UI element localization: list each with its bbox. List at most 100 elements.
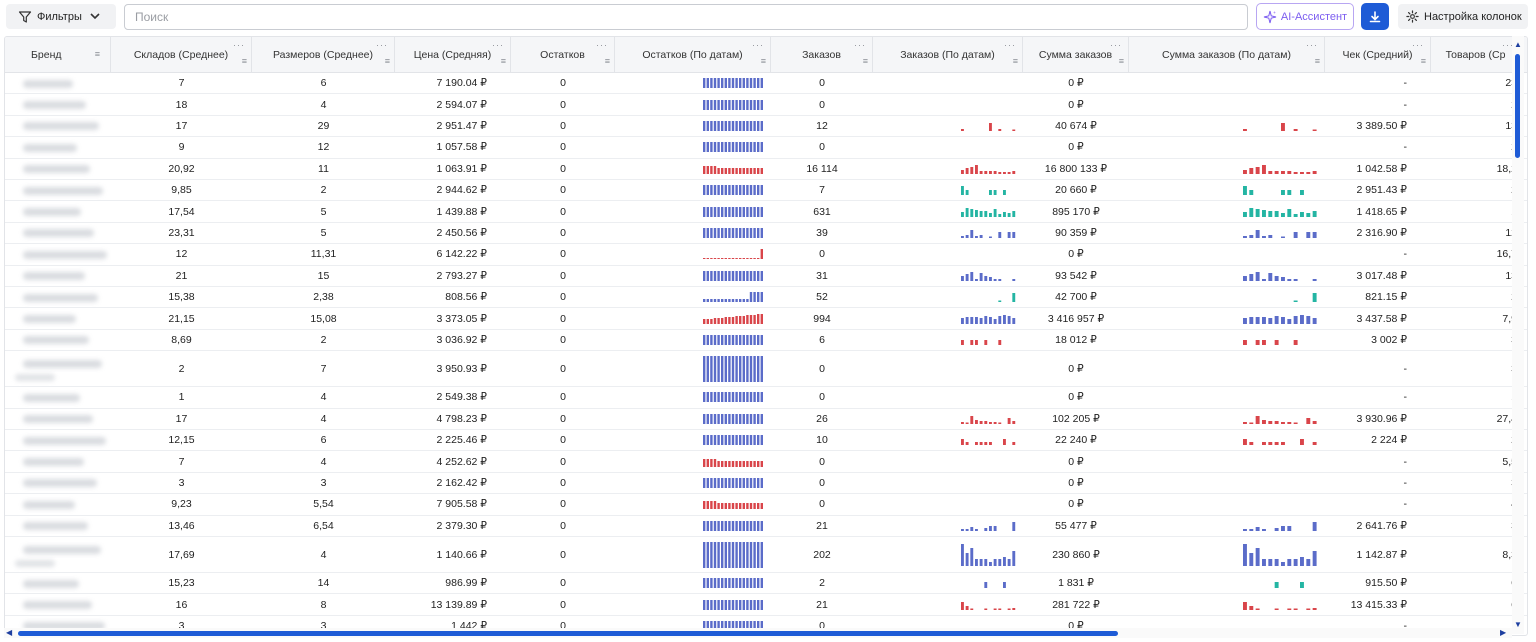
stock-spark-bar (724, 99, 727, 110)
orders-spark-bar (1007, 315, 1011, 324)
table-row[interactable]: 16 8 13 139.89 ₽ 0 21 281 722 ₽ 13 415.33 ₽ 6 (5, 594, 1527, 616)
table-row[interactable]: 18 4 2 594.07 ₽ 0 0 0 ₽ - 2 (5, 94, 1527, 116)
table-row[interactable]: 2 7 3 950.93 ₽ 0 0 0 ₽ - 3 (5, 351, 1527, 388)
stock-spark-bar (753, 270, 756, 281)
column-header-brand[interactable]: Бренд ≡ (5, 37, 111, 73)
column-menu-icon[interactable]: ≡ (1420, 56, 1426, 66)
column-header-orders[interactable]: Заказов ··· ≡ (771, 37, 873, 73)
stock-spark-bar (735, 413, 738, 424)
column-options-icon[interactable]: ··· (376, 40, 388, 50)
table-row[interactable]: 17 4 4 798.23 ₽ 0 26 102 205 ₽ 3 930.96 ₽ 27,4 (5, 409, 1527, 430)
table-row[interactable]: 1 4 2 549.38 ₽ 0 0 0 ₽ - 1 (5, 387, 1527, 409)
column-header-check[interactable]: Чек (Средний) ··· ≡ (1325, 37, 1431, 73)
orders-sum-sparkline (1243, 521, 1317, 531)
table-row[interactable]: 12,15 6 2 225.46 ₽ 0 10 22 240 ₽ 2 224 ₽ 2 (5, 430, 1527, 452)
column-options-icon[interactable]: ··· (1412, 40, 1424, 50)
scroll-up-icon[interactable]: ▲ (1514, 40, 1522, 49)
column-header-warehouses[interactable]: Складов (Среднее) ··· ≡ (111, 37, 252, 73)
column-header-orders_sum_dates[interactable]: Сумма заказов (По датам) ··· ≡ (1129, 37, 1325, 73)
table-row[interactable]: 7 4 4 252.62 ₽ 0 0 0 ₽ - 5,5 (5, 451, 1527, 473)
table-row[interactable]: 17 29 2 951.47 ₽ 0 12 40 674 ₽ 3 389.50 ₽ 13 (5, 116, 1527, 138)
table-row[interactable]: 9 12 1 057.58 ₽ 0 0 0 ₽ - 2 (5, 137, 1527, 159)
column-menu-icon[interactable]: ≡ (604, 56, 610, 66)
table-row[interactable]: 23,31 5 2 450.56 ₽ 0 39 90 359 ₽ 2 316.90 ₽ 12 (5, 223, 1527, 245)
column-menu-icon[interactable]: ≡ (1118, 56, 1124, 66)
column-options-icon[interactable]: ··· (233, 40, 245, 50)
stock-spark-bar (713, 620, 717, 631)
cell-orders-sum-dates (1129, 351, 1325, 386)
column-options-icon[interactable]: ··· (1004, 40, 1016, 50)
table-row[interactable]: 17,69 4 1 140.66 ₽ 0 202 230 860 ₽ 1 142.87 ₽ 8… (5, 537, 1527, 573)
cell-stock: 0 (560, 362, 566, 375)
column-menu-icon[interactable]: ≡ (1012, 56, 1018, 66)
column-menu-icon[interactable]: ≡ (760, 56, 766, 66)
table-row[interactable]: 9,85 2 2 944.62 ₽ 0 7 20 660 ₽ 2 951.43 ₽ 2 (5, 180, 1527, 202)
table-row[interactable]: 13,46 6,54 2 379.30 ₽ 0 21 55 477 ₽ 2 641.76 ₽… (5, 516, 1527, 537)
column-options-icon[interactable]: ··· (1110, 40, 1122, 50)
stock-spark-bar (757, 620, 760, 631)
vertical-scroll-thumb[interactable] (1515, 54, 1520, 158)
column-header-goods[interactable]: Товаров (Ср ··· (1431, 37, 1521, 73)
toolbar: Фильтры AI-Ассистент Настройка колонок (0, 0, 1536, 36)
table-row[interactable]: 9,23 5,54 7 905.58 ₽ 0 0 0 ₽ - 4 (5, 494, 1527, 516)
search-input[interactable] (124, 4, 1248, 30)
column-header-orders_dates[interactable]: Заказов (По датам) ··· ≡ (873, 37, 1023, 73)
column-header-sizes[interactable]: Размеров (Среднее) ··· ≡ (252, 37, 395, 73)
column-menu-icon[interactable]: ≡ (241, 56, 247, 66)
stock-spark-bar (717, 258, 720, 260)
orders-spark-bar (970, 208, 974, 217)
cell-price: 1 439.88 ₽ (436, 205, 487, 218)
table-row[interactable]: 3 3 2 162.42 ₽ 0 0 0 ₽ - 3 (5, 473, 1527, 495)
cell-price: 2 450.56 ₽ (436, 226, 487, 239)
column-options-icon[interactable]: ··· (752, 40, 764, 50)
orders-spark-bar (984, 527, 988, 531)
column-options-icon[interactable]: ··· (492, 40, 504, 50)
table-row[interactable]: 21 15 2 793.27 ₽ 0 31 93 542 ₽ 3 017.48 ₽ 13 (5, 266, 1527, 287)
column-menu-icon[interactable]: ≡ (500, 56, 506, 66)
column-menu-icon[interactable]: ≡ (1314, 56, 1320, 66)
stock-spark-bar (710, 142, 713, 153)
cell-price: 1 057.58 ₽ (436, 141, 487, 154)
column-header-orders_sum[interactable]: Сумма заказов ··· ≡ (1023, 37, 1129, 73)
column-menu-icon[interactable]: ≡ (94, 49, 100, 59)
stock-spark-bar (735, 620, 738, 631)
stock-spark-bar (739, 142, 742, 153)
table-row[interactable]: 21,15 15,08 3 373.05 ₽ 0 994 3 416 957 ₽ 3 437… (5, 308, 1527, 330)
column-options-icon[interactable]: ··· (596, 40, 608, 50)
table-row[interactable]: 15,38 2,38 808.56 ₽ 0 52 42 700 ₽ 821.15 ₽ 2 (5, 287, 1527, 309)
horizontal-scrollbar[interactable]: ◀ ▶ (4, 628, 1512, 638)
table-row[interactable]: 17,54 5 1 439.88 ₽ 0 631 895 170 ₽ 1 418.65 ₽ 1 (5, 201, 1527, 223)
table-row[interactable]: 8,69 2 3 036.92 ₽ 0 6 18 012 ₽ 3 002 ₽ 3 (5, 330, 1527, 352)
scroll-down-icon[interactable]: ▼ (1514, 620, 1522, 629)
column-menu-icon[interactable]: ≡ (384, 56, 390, 66)
column-header-price[interactable]: Цена (Средняя) ··· ≡ (395, 37, 511, 73)
filters-button[interactable]: Фильтры (6, 4, 116, 29)
column-header-stock[interactable]: Остатков ··· ≡ (511, 37, 615, 73)
download-button[interactable] (1361, 3, 1389, 30)
column-header-label: Заказов (По датам) (900, 49, 995, 61)
brand-name-redacted (15, 560, 55, 567)
column-settings-button[interactable]: Настройка колонок (1398, 4, 1528, 29)
scroll-right-icon[interactable]: ▶ (1500, 628, 1507, 637)
horizontal-scroll-thumb[interactable] (18, 631, 1118, 636)
column-options-icon[interactable]: ··· (1306, 40, 1318, 50)
orders-spark-bar (965, 605, 969, 610)
orders-spark-bar (979, 442, 983, 446)
column-options-icon[interactable]: ··· (1502, 40, 1514, 50)
ai-assistant-button[interactable]: AI-Ассистент (1256, 3, 1354, 30)
vertical-scrollbar[interactable]: ▲ ▼ (1512, 36, 1524, 634)
brand-name-redacted (23, 165, 90, 174)
stock-spark-bar (742, 460, 745, 467)
orders-spark-bar (1281, 236, 1285, 238)
table-row[interactable]: 15,23 14 986.99 ₽ 0 2 1 831 ₽ 915.50 ₽ 6 (5, 573, 1527, 595)
table-row[interactable]: 12 11,31 6 142.22 ₽ 0 0 0 ₽ - 16,7 (5, 244, 1527, 266)
column-options-icon[interactable]: ··· (854, 40, 866, 50)
column-menu-icon[interactable]: ≡ (862, 56, 868, 66)
stock-spark-bar (713, 227, 717, 238)
scroll-left-icon[interactable]: ◀ (6, 628, 13, 637)
cell-stock-dates (615, 137, 771, 157)
table-row[interactable]: 20,92 11 1 063.91 ₽ 0 16 114 16 800 133 ₽ 1 04… (5, 159, 1527, 180)
table-row[interactable]: 7 6 7 190.04 ₽ 0 0 0 ₽ - 23 (5, 73, 1527, 95)
column-header-stock_dates[interactable]: Остатков (По датам) ··· ≡ (615, 37, 771, 73)
stock-spark-bar (703, 477, 706, 488)
